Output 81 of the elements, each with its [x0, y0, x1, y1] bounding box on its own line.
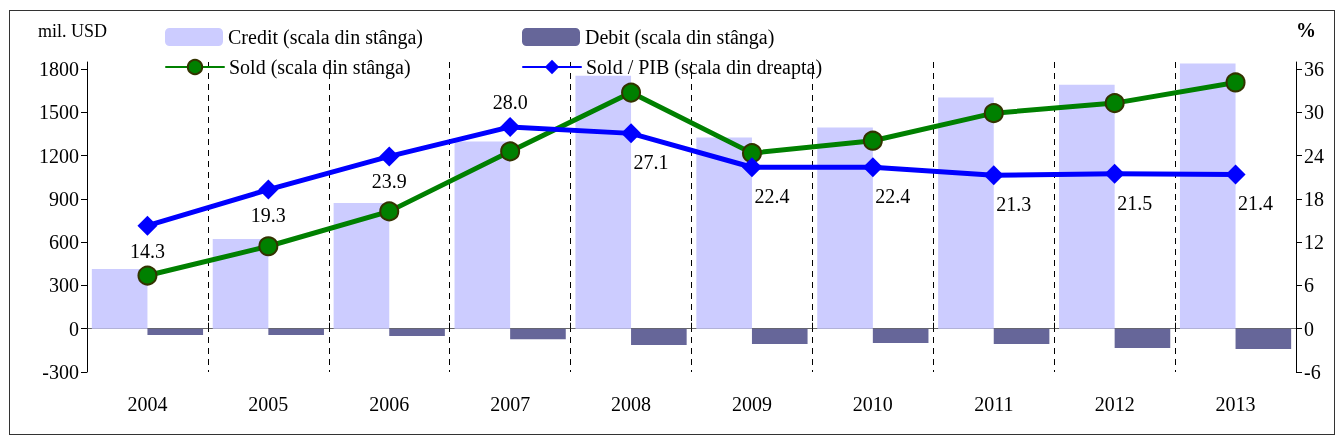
point	[983, 103, 1004, 124]
bar	[696, 137, 752, 329]
point	[137, 265, 158, 286]
x-tick-label: 2012	[1094, 393, 1135, 415]
y2-tick-label: 0	[1304, 317, 1314, 340]
bar	[872, 328, 929, 344]
y-tick-label: 1200	[39, 144, 79, 167]
point	[1225, 164, 1246, 185]
legend-label: Credit (scala din stânga)	[228, 26, 423, 49]
point	[258, 179, 279, 200]
y-tick-label: 600	[49, 231, 79, 254]
x-tick-label: 2007	[490, 393, 531, 415]
bar	[268, 328, 324, 336]
x-tick-label: 2010	[852, 393, 893, 415]
data-label: 21.5	[1117, 191, 1153, 214]
point	[379, 146, 400, 167]
point	[862, 130, 883, 151]
x-tick-label: 2006	[369, 393, 410, 415]
point	[621, 123, 642, 144]
point	[258, 236, 279, 257]
point	[741, 143, 762, 164]
y2-tick-label: 36	[1304, 58, 1324, 81]
data-label: 27.1	[633, 151, 669, 174]
x-tick-label: 2008	[611, 393, 652, 415]
y-axis-title: mil. USD	[37, 21, 107, 41]
y-tick-label: 900	[49, 187, 79, 210]
point	[137, 215, 158, 236]
y2-axis-title: %	[1296, 19, 1316, 41]
bar	[1059, 84, 1115, 329]
x-tick-label: 2005	[248, 393, 289, 415]
legend-label: Sold / PIB (scala din dreapta)	[586, 56, 823, 79]
y-tick-label: 0	[69, 317, 79, 340]
bar	[1114, 328, 1171, 349]
point	[379, 201, 400, 222]
data-label: 14.3	[129, 239, 165, 262]
bar	[91, 268, 148, 329]
x-tick-label: 2004	[127, 393, 168, 415]
point	[500, 116, 521, 137]
data-label: 22.4	[754, 185, 790, 208]
bar	[993, 328, 1050, 345]
y-tick-label: 1800	[39, 58, 79, 81]
bar	[212, 238, 269, 329]
bar	[147, 328, 204, 336]
point	[1104, 163, 1125, 184]
y2-tick-label: 12	[1304, 231, 1324, 254]
y-tick-label: 1500	[39, 101, 79, 124]
data-label: 28.0	[492, 90, 528, 113]
bar	[575, 75, 632, 329]
bar	[1235, 328, 1292, 350]
x-tick-label: 2009	[731, 393, 772, 415]
point	[983, 165, 1004, 186]
point	[1225, 72, 1246, 93]
data-label: 19.3	[250, 203, 286, 226]
bar	[389, 328, 445, 337]
legend-label: Debit (scala din stânga)	[585, 26, 775, 49]
bar	[510, 328, 566, 340]
data-label: 21.4	[1238, 192, 1274, 215]
y2-tick-label: 18	[1304, 187, 1324, 210]
data-label: 22.4	[875, 185, 911, 208]
bar	[1179, 63, 1236, 329]
y2-tick-label: 30	[1304, 101, 1324, 124]
y2-tick-label: 6	[1304, 274, 1314, 297]
point	[741, 157, 762, 178]
bar	[631, 328, 687, 346]
bar	[751, 328, 808, 345]
bar	[333, 203, 390, 329]
bar	[817, 127, 873, 329]
point	[1104, 93, 1125, 114]
data-label: 23.9	[371, 170, 407, 193]
y-tick-label: 300	[49, 274, 79, 297]
point	[621, 82, 642, 103]
y-tick-label: -300	[42, 361, 79, 383]
x-tick-label: 2011	[974, 393, 1014, 415]
point	[500, 141, 521, 162]
bar	[454, 141, 511, 329]
x-tick-label: 2013	[1215, 393, 1256, 415]
data-label: 21.3	[996, 193, 1032, 216]
y2-tick-label: -6	[1304, 361, 1321, 383]
bar	[938, 97, 994, 329]
point	[862, 157, 883, 178]
y2-tick-label: 24	[1304, 144, 1324, 167]
